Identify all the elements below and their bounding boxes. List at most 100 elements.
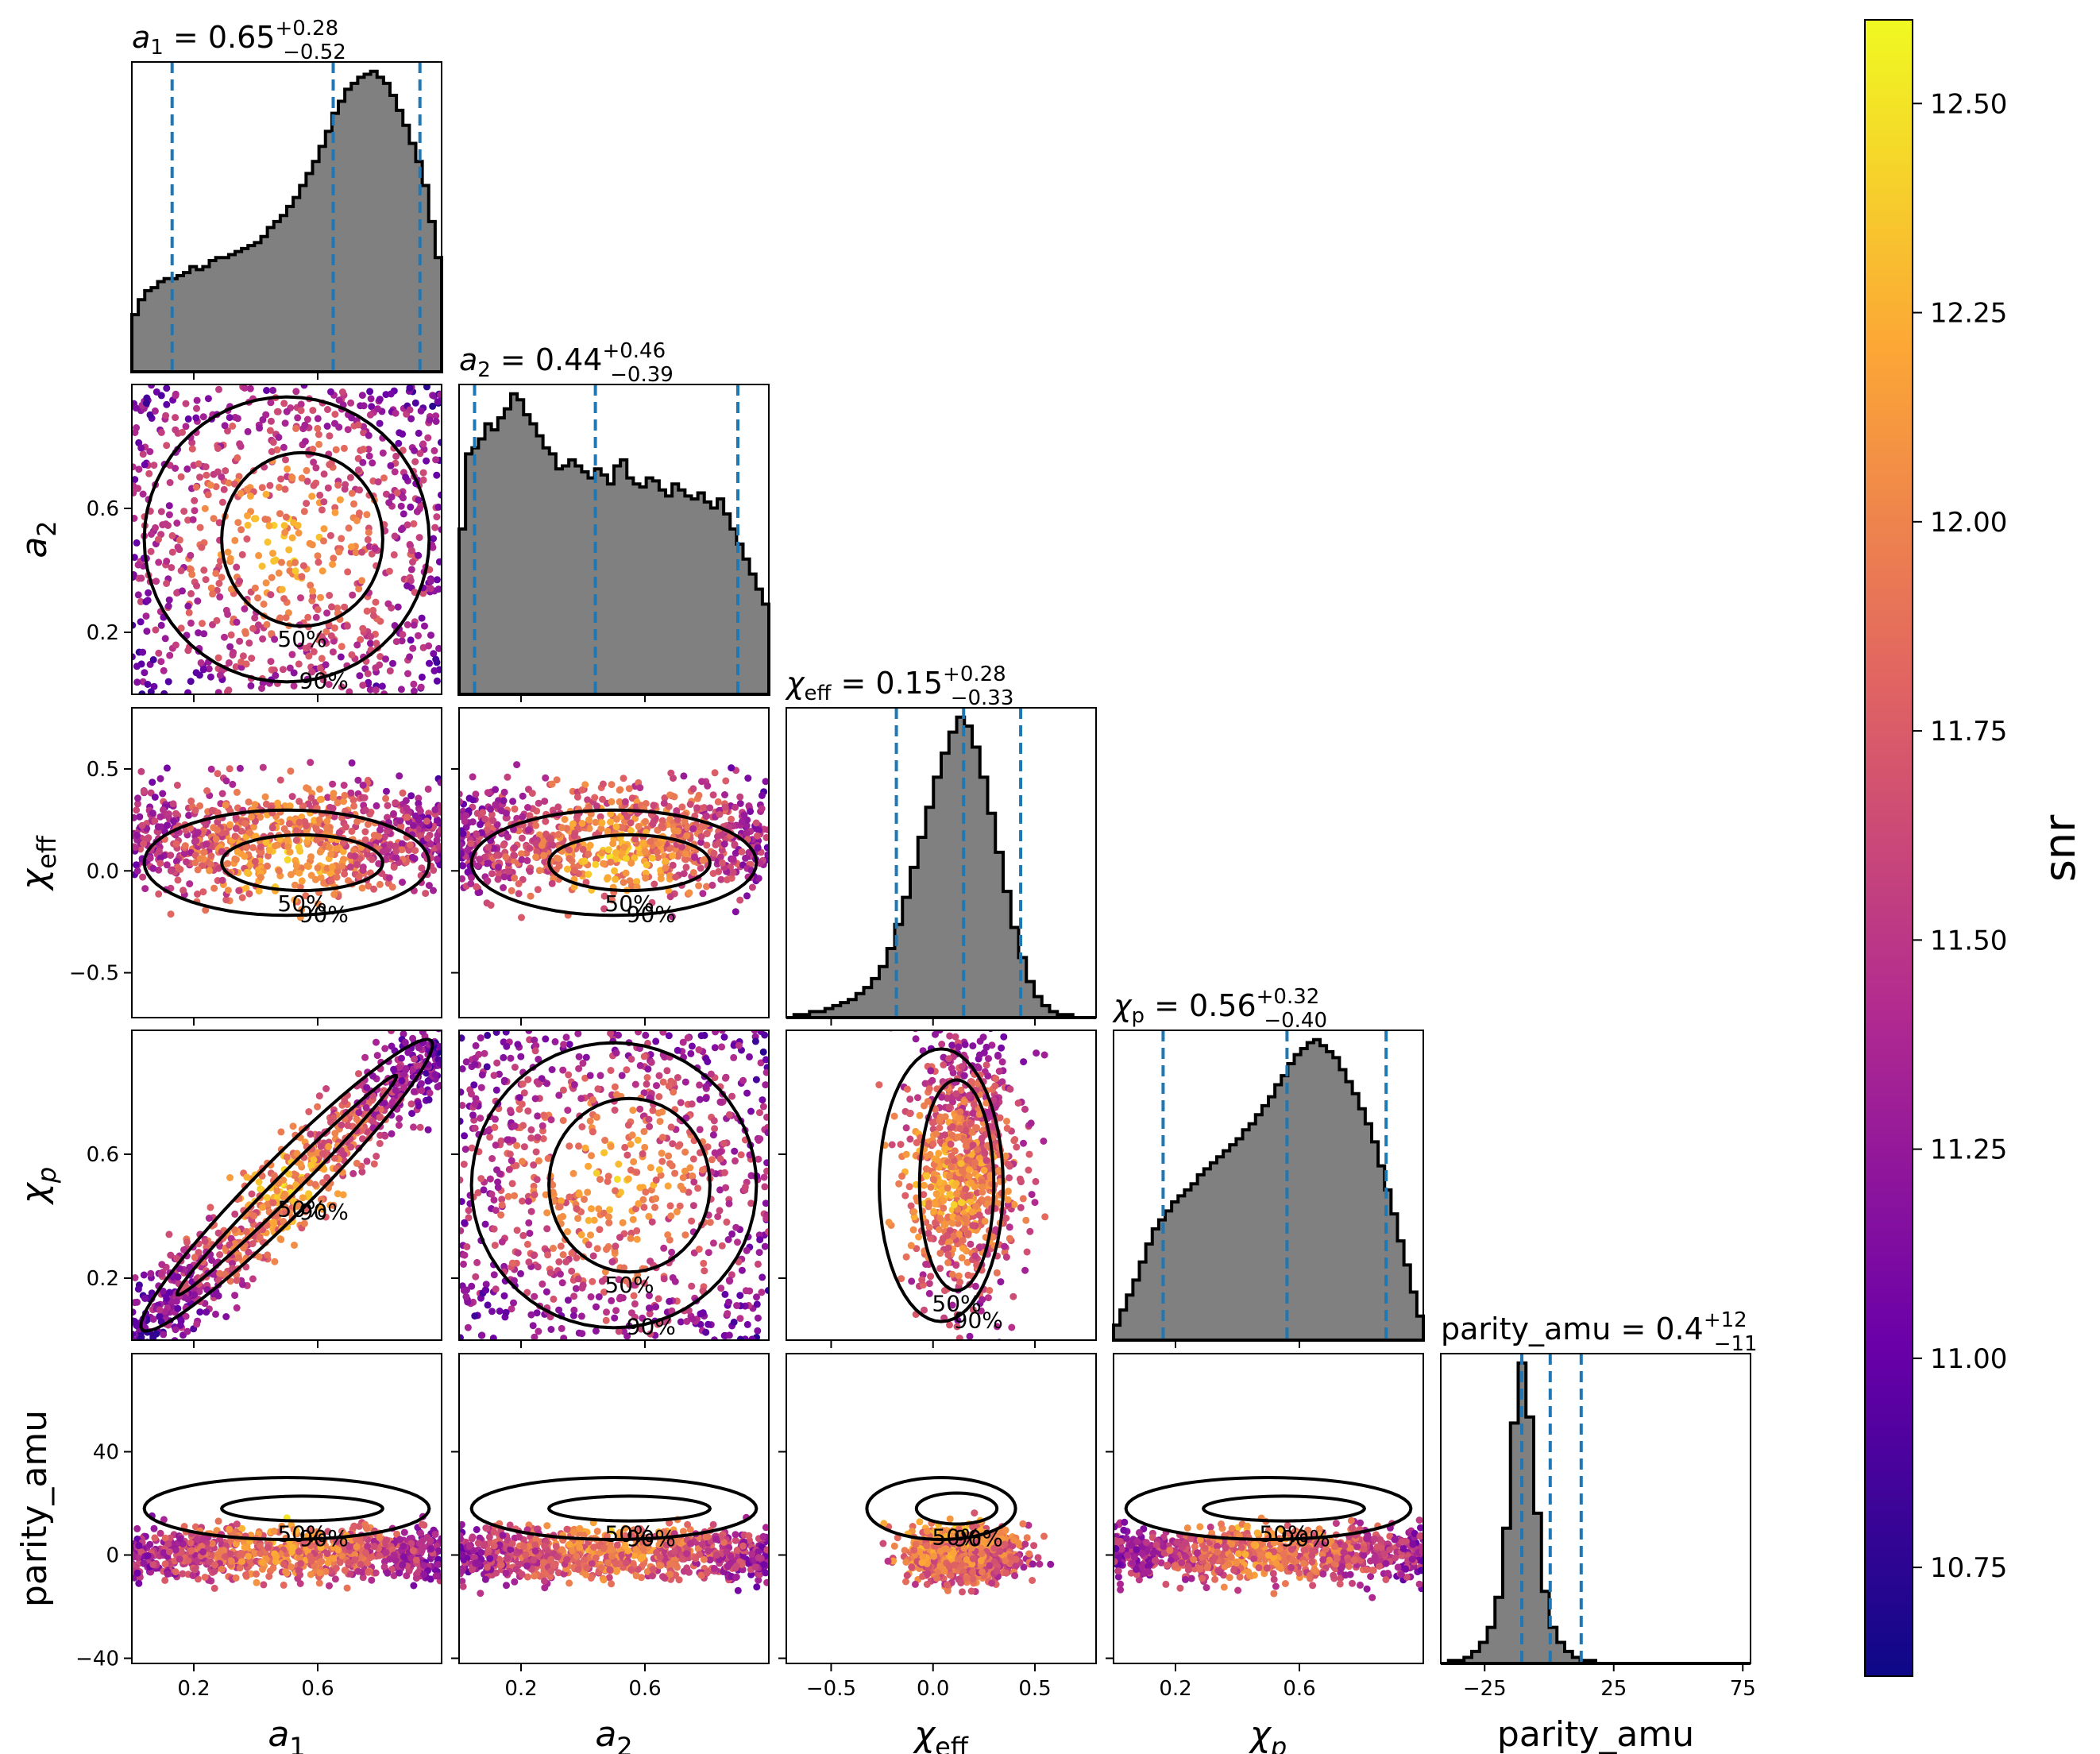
sample-point bbox=[724, 1310, 732, 1318]
sample-point bbox=[354, 421, 362, 429]
hist-panel-a2: a2 = 0.44+0.46 −0.39 bbox=[457, 339, 770, 702]
sample-point bbox=[550, 1244, 557, 1252]
sample-point bbox=[374, 478, 382, 486]
sample-point bbox=[574, 1030, 582, 1037]
sample-point bbox=[387, 390, 395, 398]
sample-point bbox=[207, 861, 214, 868]
sample-point bbox=[133, 663, 141, 670]
sample-point bbox=[205, 1215, 213, 1222]
sample-point bbox=[640, 1279, 648, 1287]
sample-point bbox=[461, 1219, 469, 1227]
sample-point bbox=[312, 464, 320, 472]
sample-point bbox=[515, 890, 523, 898]
sample-point bbox=[410, 1088, 418, 1095]
sample-point bbox=[593, 856, 600, 863]
sample-point bbox=[234, 415, 241, 423]
sample-point bbox=[656, 1118, 664, 1126]
sample-point bbox=[1023, 1248, 1031, 1256]
sample-point bbox=[629, 1215, 637, 1223]
sample-point bbox=[369, 1072, 376, 1080]
sample-point bbox=[226, 1174, 234, 1181]
sample-point bbox=[433, 677, 441, 685]
sample-point bbox=[938, 1041, 946, 1048]
sample-point bbox=[461, 1251, 469, 1259]
sample-point bbox=[280, 400, 288, 408]
sample-point bbox=[725, 1111, 733, 1118]
sample-point bbox=[597, 825, 605, 833]
sample-point bbox=[255, 1253, 263, 1261]
sample-point bbox=[291, 558, 299, 566]
sample-point bbox=[709, 870, 717, 877]
sample-point bbox=[640, 1089, 648, 1097]
sample-point bbox=[620, 879, 627, 887]
sample-point bbox=[497, 1137, 505, 1145]
sample-point bbox=[138, 690, 146, 694]
sample-point bbox=[325, 1142, 333, 1150]
sample-point bbox=[216, 1251, 224, 1258]
sample-point bbox=[356, 672, 364, 680]
sample-point bbox=[1040, 1051, 1048, 1059]
contour-90 bbox=[469, 1041, 759, 1330]
sample-point bbox=[627, 1309, 635, 1317]
sample-point bbox=[666, 871, 674, 879]
sample-point bbox=[667, 769, 675, 777]
sample-point bbox=[419, 476, 427, 484]
sample-point bbox=[534, 1134, 542, 1142]
sample-point bbox=[535, 1157, 542, 1165]
sample-point bbox=[578, 1330, 586, 1338]
sample-point bbox=[526, 867, 534, 875]
sample-point bbox=[194, 597, 202, 605]
sample-point bbox=[630, 1292, 638, 1300]
sample-point bbox=[467, 880, 475, 887]
sample-point bbox=[411, 446, 419, 454]
sample-point bbox=[310, 458, 318, 466]
sample-point bbox=[191, 806, 199, 814]
sample-point bbox=[311, 1180, 319, 1188]
sample-point bbox=[930, 1207, 937, 1215]
sample-point bbox=[155, 535, 162, 543]
sample-point bbox=[504, 773, 511, 781]
sample-point bbox=[163, 821, 171, 829]
sample-point bbox=[214, 770, 222, 778]
sample-point bbox=[895, 1180, 903, 1188]
sample-point bbox=[132, 1361, 139, 1368]
hist-title-a1: a1 = 0.65+0.28 −0.52 bbox=[132, 17, 346, 64]
sample-point bbox=[133, 832, 141, 839]
sample-point bbox=[648, 1218, 656, 1226]
sample-point bbox=[716, 1155, 724, 1163]
sample-point bbox=[511, 844, 519, 852]
sample-point bbox=[347, 1143, 355, 1151]
sample-point bbox=[743, 1089, 751, 1097]
contour-50 bbox=[547, 1096, 712, 1274]
sample-point bbox=[417, 683, 425, 691]
sample-point bbox=[416, 1123, 424, 1131]
sample-point bbox=[471, 1061, 479, 1068]
sample-point bbox=[215, 519, 223, 527]
sample-point bbox=[258, 562, 266, 570]
hist-bars-chi_eff bbox=[786, 715, 1096, 1019]
sample-point bbox=[176, 865, 184, 873]
sample-point bbox=[709, 1239, 717, 1247]
sample-point bbox=[507, 1054, 515, 1062]
sample-point bbox=[411, 1055, 419, 1063]
sample-point bbox=[381, 1045, 389, 1053]
sample-point bbox=[542, 1191, 550, 1199]
sample-point bbox=[732, 908, 739, 916]
sample-point bbox=[284, 856, 291, 863]
sample-point bbox=[573, 793, 581, 801]
sample-point bbox=[1040, 1138, 1048, 1145]
sample-point bbox=[327, 850, 335, 858]
sample-point bbox=[284, 836, 291, 844]
sample-point bbox=[400, 494, 407, 502]
sample-point bbox=[376, 1140, 384, 1147]
sample-point bbox=[323, 609, 331, 617]
sample-point bbox=[514, 1041, 522, 1049]
sample-point bbox=[711, 1125, 719, 1133]
sample-point bbox=[461, 817, 469, 825]
sample-point bbox=[257, 813, 264, 821]
sample-point bbox=[701, 1267, 708, 1275]
sample-point bbox=[714, 798, 722, 806]
sample-point bbox=[695, 1246, 703, 1253]
hist-panel-a1: a1 = 0.65+0.28 −0.52 bbox=[130, 17, 443, 380]
sample-point bbox=[585, 1241, 593, 1249]
